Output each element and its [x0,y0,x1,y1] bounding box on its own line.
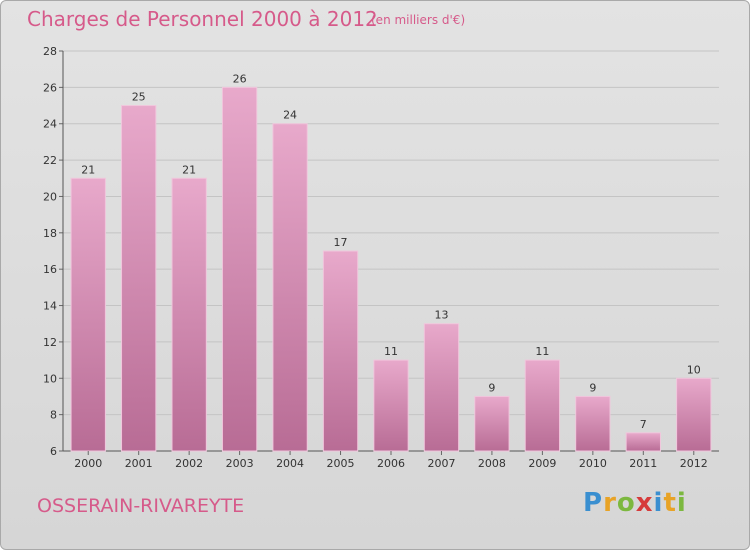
data-label: 21 [81,163,95,176]
data-label: 26 [233,72,247,85]
data-label: 17 [334,236,348,249]
y-tick-label: 20 [43,190,57,203]
y-tick-label: 8 [50,409,57,422]
bar [121,105,157,452]
bar [423,323,460,452]
x-tick-label: 2012 [680,457,708,470]
logo-letter: x [635,488,654,518]
proxiti-logo: Proxiti [583,488,687,518]
bar [70,177,106,452]
data-label: 13 [434,309,448,322]
y-tick-label: 28 [43,45,57,58]
bar [322,250,359,452]
x-tick-label: 2006 [377,457,405,470]
logo-letter: P [583,488,604,518]
x-tick-label: 2010 [579,457,607,470]
x-tick-label: 2009 [528,457,556,470]
data-label: 9 [488,381,495,394]
x-tick-label: 2005 [327,457,355,470]
chart-title: Charges de Personnel 2000 à 2012 [27,7,378,31]
data-label: 21 [182,163,196,176]
y-tick-label: 16 [43,263,57,276]
y-tick-label: 22 [43,154,57,167]
x-tick-label: 2002 [175,457,203,470]
x-tick-label: 2000 [74,457,102,470]
x-tick-label: 2008 [478,457,506,470]
data-label: 11 [384,345,398,358]
data-label: 25 [132,91,146,104]
data-label: 24 [283,109,297,122]
bar [676,377,712,452]
bar [625,432,661,452]
y-tick-label: 26 [43,81,57,94]
data-label: 7 [640,418,647,431]
y-tick-label: 14 [43,300,57,313]
x-tick-label: 2003 [226,457,254,470]
bar [524,359,561,452]
y-tick-label: 10 [43,372,57,385]
x-tick-label: 2004 [276,457,304,470]
x-tick-label: 2011 [629,457,657,470]
y-tick-label: 12 [43,336,57,349]
x-tick-label: 2007 [427,457,455,470]
bar [474,395,510,452]
logo-letter: r [603,488,617,518]
bar [272,123,308,452]
bar [575,395,611,452]
data-label: 9 [589,381,596,394]
logo-letter: o [616,488,636,518]
x-tick-label: 2001 [125,457,153,470]
chart-units: (en milliers d'€) [371,13,466,27]
logo-letter: i [653,488,664,518]
y-tick-label: 6 [50,445,57,458]
bar [373,359,409,452]
bar [171,177,207,452]
logo-letter: i [676,488,687,518]
y-tick-label: 18 [43,227,57,240]
location-name: OSSERAIN-RIVAREYTE [37,495,245,517]
logo-letter: t [663,488,677,518]
data-label: 10 [687,363,701,376]
y-tick-label: 24 [43,118,57,131]
bar [221,86,258,452]
data-label: 11 [535,345,549,358]
